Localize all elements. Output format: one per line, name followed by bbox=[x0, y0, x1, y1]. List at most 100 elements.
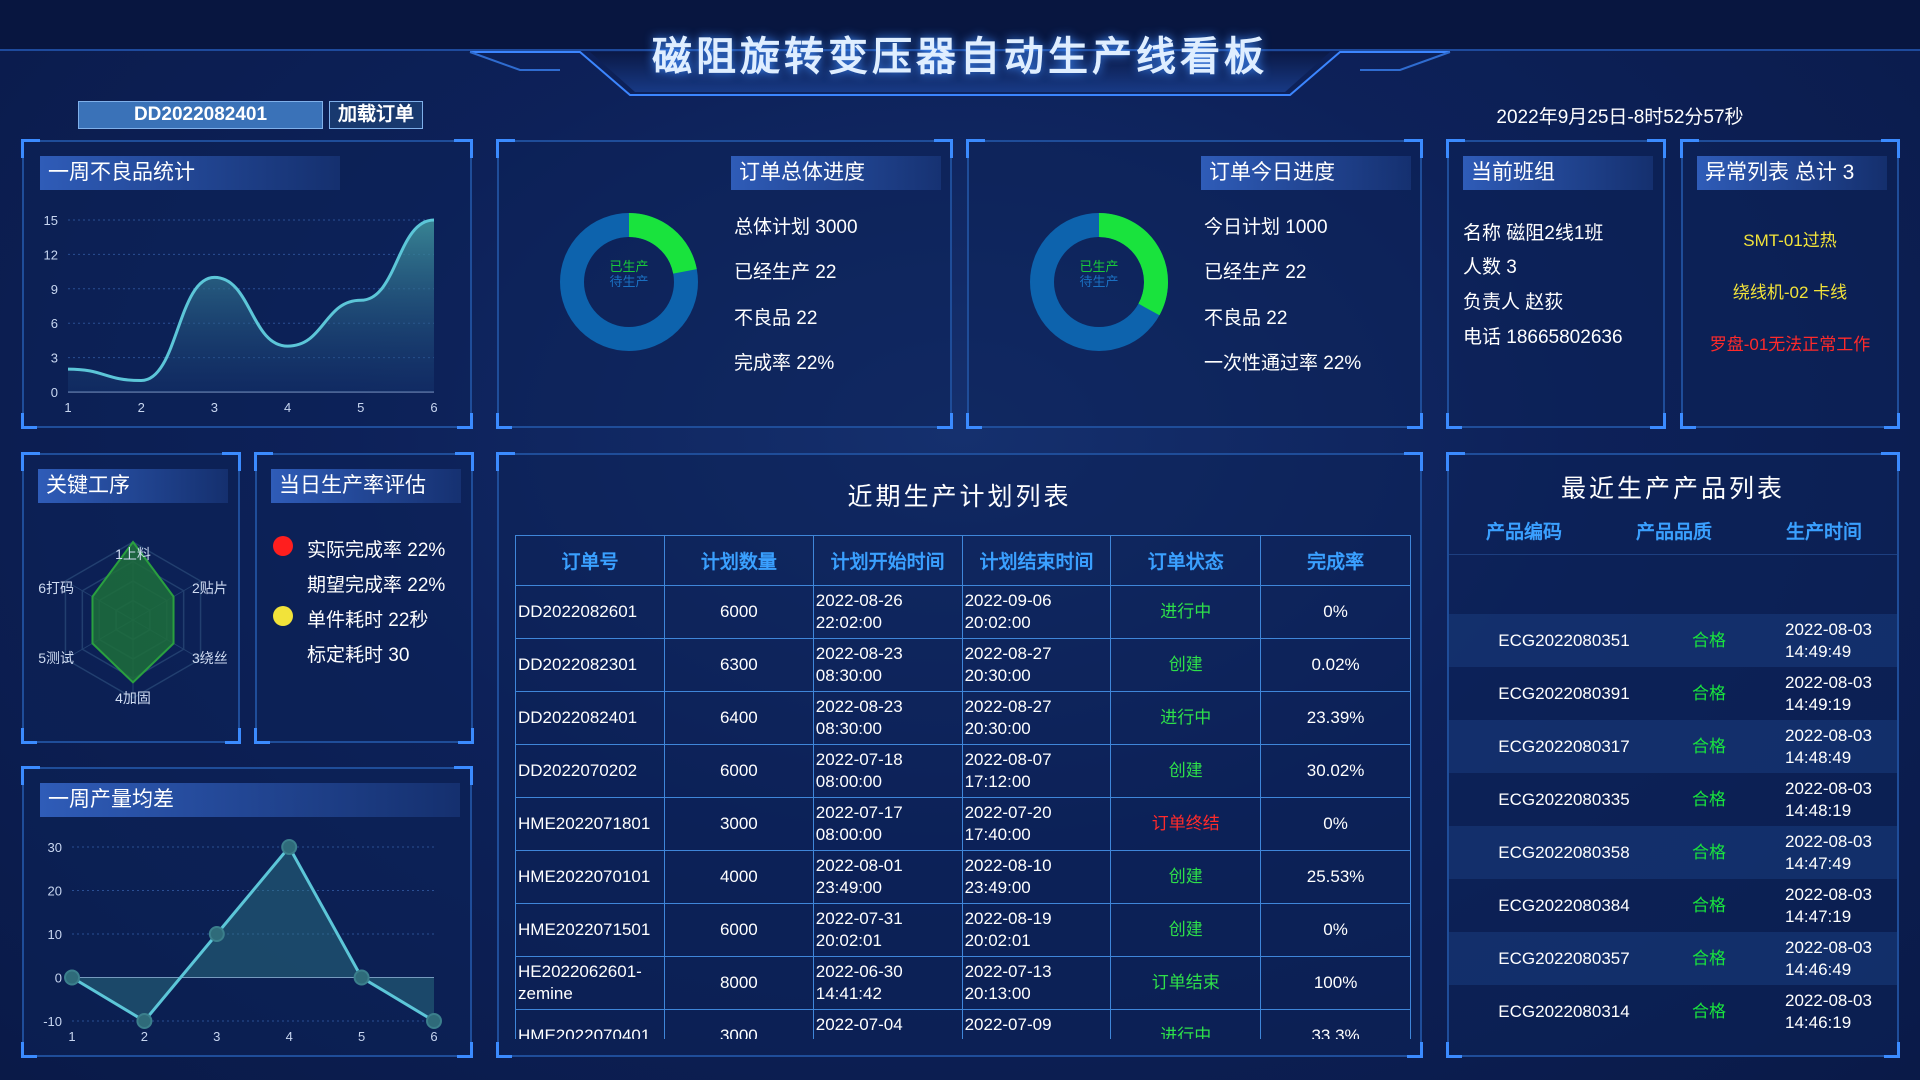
today-defects: 不良品 22 bbox=[1204, 308, 1288, 329]
column-header[interactable]: 完成率 bbox=[1260, 535, 1411, 586]
product-row[interactable]: ECG2022080317 合格 2022-08-03 14:48:49 bbox=[1449, 720, 1897, 773]
start-time-cell: 2022-07-31 20:02:01 bbox=[812, 903, 963, 957]
exception-item[interactable]: 绕线机-02 卡线 bbox=[1732, 283, 1848, 302]
plan-table-viewport[interactable]: 订单号 计划数量 计划开始时间 计划结束时间 订单状态 完成率 DD2022082601 6… bbox=[499, 455, 1420, 1039]
table-row[interactable]: HME2022071501 6000 2022-07-31 20:02:01 2022… bbox=[515, 903, 1411, 957]
actual-completion-rate: 实际完成率 22% bbox=[307, 540, 446, 561]
product-quality: 合格 bbox=[1692, 949, 1726, 968]
products-panel: 最近生产产品列表 产品编码 产品品质 生产时间 ECG2022080351 合格 202… bbox=[1446, 452, 1900, 1058]
product-time: 2022-08-03 14:49:19 bbox=[1785, 673, 1872, 714]
team-name: 名称 磁阻2线1班 bbox=[1463, 223, 1604, 244]
quantity-cell: 6300 bbox=[663, 638, 814, 692]
exception-item[interactable]: SMT-01过热 bbox=[1743, 231, 1837, 250]
today-plan: 今日计划 1000 bbox=[1204, 217, 1328, 238]
order-number-cell: HME2022071501 bbox=[515, 903, 665, 957]
product-row[interactable]: ECG2022080335 合格 2022-08-03 14:48:19 bbox=[1449, 773, 1897, 826]
start-time-cell: 2022-07-18 08:00:00 bbox=[812, 744, 963, 798]
status-cell: 进行中 bbox=[1110, 691, 1262, 745]
column-header[interactable]: 计划开始时间 bbox=[812, 535, 963, 586]
product-code: ECG2022080357 bbox=[1498, 949, 1630, 968]
end-time-cell: 2022-08-07 17:12:00 bbox=[961, 744, 1112, 798]
product-quality: 合格 bbox=[1692, 843, 1726, 862]
y-tick-label: 3 bbox=[51, 351, 58, 366]
team-phone: 电话 18665802636 bbox=[1463, 327, 1623, 348]
product-row[interactable]: ECG2022080358 合格 2022-08-03 14:47:49 bbox=[1449, 826, 1897, 879]
red-status-dot bbox=[273, 536, 293, 556]
plan-list-panel: 近期生产计划列表 订单号 计划数量 计划开始时间 计划结束时间 订单状态 完成率 DD20… bbox=[496, 452, 1423, 1058]
standard-time: 标定耗时 30 bbox=[307, 645, 410, 666]
y-tick-label: 10 bbox=[48, 927, 62, 942]
order-today-panel: 订单今日进度 已生产 待生产 今日计划 1000 已经生产 22 不良品 22 … bbox=[966, 139, 1423, 429]
status-cell: 创建 bbox=[1110, 903, 1262, 957]
exceptions-panel: 异常列表 总计 3 SMT-01过热 绕线机-02 卡线 罗盘-01无法正常工作 bbox=[1680, 139, 1900, 429]
x-tick-label: 1 bbox=[68, 1029, 75, 1044]
radar-axis-label: 1上料 bbox=[115, 546, 151, 562]
table-row[interactable]: HE2022062601-zemine 8000 2022-06-30 14:41:… bbox=[515, 956, 1411, 1010]
product-time: 2022-08-03 14:46:19 bbox=[1785, 991, 1872, 1032]
x-tick-label: 1 bbox=[64, 400, 71, 415]
donut-produced-label: 已生产 bbox=[609, 259, 649, 274]
product-code: ECG2022080391 bbox=[1498, 684, 1630, 703]
donut-produced-arc bbox=[628, 213, 697, 275]
completion-rate-cell: 0% bbox=[1260, 903, 1411, 957]
table-row[interactable]: HME2022071801 3000 2022-07-17 08:00:00 2022… bbox=[515, 797, 1411, 851]
products-title: 最近生产产品列表 bbox=[1560, 475, 1785, 503]
start-time-cell: 2022-08-26 22:02:00 bbox=[812, 585, 963, 639]
total-rate: 完成率 22% bbox=[734, 353, 835, 374]
column-header[interactable]: 产品编码 bbox=[1485, 522, 1562, 543]
product-row[interactable]: ECG2022080314 合格 2022-08-03 14:46:19 bbox=[1449, 985, 1897, 1038]
completion-rate-cell: 25.53% bbox=[1260, 850, 1411, 904]
product-quality: 合格 bbox=[1692, 1002, 1726, 1021]
start-time-cell: 2022-07-04 14:41:42 bbox=[812, 1009, 963, 1039]
unit-time: 单件耗时 22秒 bbox=[307, 610, 429, 631]
exception-item[interactable]: 罗盘-01无法正常工作 bbox=[1709, 335, 1871, 354]
column-header[interactable]: 计划结束时间 bbox=[961, 535, 1112, 586]
order-number-input[interactable]: DD2022082401 bbox=[78, 101, 323, 129]
today-pass-rate: 一次性通过率 22% bbox=[1204, 353, 1362, 374]
output-variance-panel: 一周产量均差 -10 0 10 20 30 1 2 3 4 5 6 bbox=[21, 766, 473, 1058]
plan-list-title: 近期生产计划列表 bbox=[847, 483, 1072, 511]
product-time: 2022-08-03 14:48:19 bbox=[1785, 779, 1872, 820]
status-cell: 订单结束 bbox=[1110, 956, 1262, 1010]
yellow-status-dot bbox=[273, 606, 293, 626]
table-row[interactable]: DD2022082301 6300 2022-08-23 08:30:00 2022-… bbox=[515, 638, 1411, 692]
completion-rate-cell: 100% bbox=[1260, 956, 1411, 1010]
product-time: 2022-08-03 14:46:49 bbox=[1785, 938, 1872, 979]
panel-title: 订单总体进度 bbox=[731, 156, 941, 190]
output-variance-chart: -10 0 10 20 30 1 2 3 4 5 6 bbox=[43, 839, 442, 1044]
product-row[interactable]: ECG2022080351 合格 2022-08-03 14:49:49 bbox=[1449, 614, 1897, 667]
status-cell: 创建 bbox=[1110, 850, 1262, 904]
column-header[interactable]: 产品品质 bbox=[1635, 522, 1712, 543]
start-time-cell: 2022-08-01 23:49:00 bbox=[812, 850, 963, 904]
product-code: ECG2022080351 bbox=[1498, 631, 1630, 650]
product-row[interactable]: ECG2022080357 合格 2022-08-03 14:46:49 bbox=[1449, 932, 1897, 985]
load-order-button[interactable]: 加载订单 bbox=[329, 101, 423, 129]
table-row[interactable]: DD2022082401 6400 2022-08-23 08:30:00 2022-… bbox=[515, 691, 1411, 745]
y-tick-label: 6 bbox=[51, 316, 58, 331]
donut-pending-label: 待生产 bbox=[609, 274, 649, 289]
table-row[interactable]: DD2022070202 6000 2022-07-18 08:00:00 2022-… bbox=[515, 744, 1411, 798]
x-tick-label: 2 bbox=[138, 400, 145, 415]
product-row[interactable]: ECG2022080384 合格 2022-08-03 14:47:19 bbox=[1449, 879, 1897, 932]
start-time-cell: 2022-06-30 14:41:42 bbox=[812, 956, 963, 1010]
radar-axis-label: 6打码 bbox=[38, 580, 74, 596]
defect-week-panel: 一周不良品统计 0 3 6 9 12 15 1 2 3 4 5 6 bbox=[21, 139, 473, 429]
column-header[interactable]: 订单号 bbox=[515, 535, 665, 586]
plan-table: 订单号 计划数量 计划开始时间 计划结束时间 订单状态 完成率 DD2022082601 6… bbox=[515, 535, 1411, 1039]
radar-area bbox=[91, 540, 175, 684]
header-decoration bbox=[0, 0, 1920, 96]
order-number-cell: HME2022070401 bbox=[515, 1009, 665, 1039]
table-row[interactable]: HME2022070101 4000 2022-08-01 23:49:00 2022… bbox=[515, 850, 1411, 904]
column-header[interactable]: 计划数量 bbox=[663, 535, 814, 586]
completion-rate-cell: 33.3% bbox=[1260, 1009, 1411, 1039]
column-header[interactable]: 生产时间 bbox=[1785, 522, 1862, 543]
variance-line bbox=[71, 844, 435, 1023]
panel-title: 当前班组 bbox=[1463, 156, 1653, 190]
table-row[interactable]: DD2022082601 6000 2022-08-26 22:02:00 2022-… bbox=[515, 585, 1411, 639]
column-header[interactable]: 订单状态 bbox=[1110, 535, 1262, 586]
completion-rate-cell: 0% bbox=[1260, 585, 1411, 639]
donut-produced-arc bbox=[1098, 213, 1168, 316]
status-cell: 订单终结 bbox=[1110, 797, 1262, 851]
product-row[interactable]: ECG2022080391 合格 2022-08-03 14:49:19 bbox=[1449, 667, 1897, 720]
